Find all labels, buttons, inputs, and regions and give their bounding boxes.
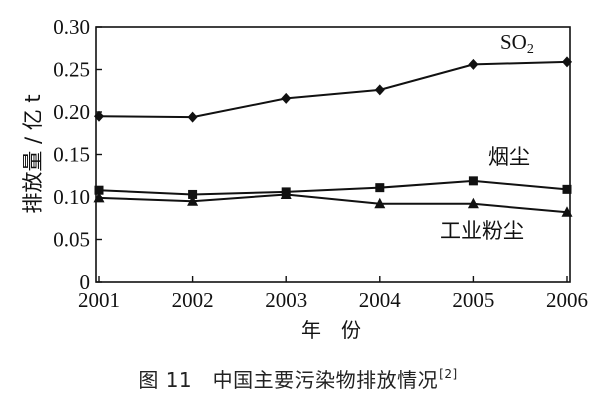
x-tick-label: 2004 [359, 288, 402, 312]
triangle-marker [187, 195, 199, 206]
y-axis-ticks: 0 0.05 0.10 0.15 0.20 0.25 0.30 [53, 15, 102, 294]
x-tick-label: 2002 [172, 288, 214, 312]
y-tick-label: 0.30 [53, 15, 90, 39]
series-line [98, 179, 568, 196]
y-tick-label: 0.25 [53, 58, 90, 82]
x-tick-label: 2001 [78, 288, 120, 312]
figure-caption: 图 11 中国主要污染物排放情况[2] [0, 364, 596, 393]
series-2 [94, 176, 572, 199]
series-line [98, 60, 568, 119]
caption-text: 图 11 中国主要污染物排放情况 [138, 368, 439, 392]
square-marker [188, 189, 198, 199]
square-marker [94, 185, 104, 195]
series-label-so2: SO2 [500, 30, 534, 57]
diamond-marker [187, 111, 198, 123]
series-label-so2-subscript: 2 [527, 42, 534, 57]
triangle-marker [374, 197, 386, 209]
line-chart: 00.050.100.150.200.250.30 2001 2002 2003 20… [21, 15, 588, 342]
series [93, 56, 573, 217]
x-tick-label: 2003 [265, 288, 307, 312]
x-tick-label: 2005 [452, 288, 494, 312]
triangle-marker [561, 206, 573, 217]
series-3 [93, 188, 573, 217]
x-tick-label: 2006 [546, 288, 588, 312]
triangle-marker [280, 188, 292, 199]
y-tick-label: 0.15 [53, 143, 90, 167]
y-tick-label: 0 [80, 270, 91, 294]
y-axis-label: 排放量 / 亿 t [21, 94, 45, 213]
diamond-marker [468, 58, 479, 70]
square-marker [375, 183, 385, 193]
y-tick-label: 0.05 [53, 228, 90, 252]
square-marker [562, 184, 572, 194]
diamond-marker [94, 110, 104, 122]
y-tick-label: 0.10 [53, 185, 90, 209]
square-marker [468, 176, 478, 186]
y-tick-label: 0.20 [53, 100, 90, 124]
series-label-industrial-dust: 工业粉尘 [440, 219, 524, 243]
x-axis-label: 年 份 [301, 318, 361, 342]
series-label-soot: 烟尘 [488, 145, 530, 169]
series-line [98, 193, 568, 214]
series-1 [94, 56, 572, 123]
x-axis-ticks: 2001 2002 2003 2004 2005 2006 [78, 276, 588, 312]
diamond-marker [281, 92, 292, 104]
series-label-so2-text: SO [500, 30, 527, 54]
diamond-marker [374, 84, 385, 96]
triangle-marker [93, 191, 105, 203]
caption-reference: [2] [439, 367, 458, 381]
triangle-marker [467, 197, 479, 209]
diamond-marker [562, 56, 572, 68]
